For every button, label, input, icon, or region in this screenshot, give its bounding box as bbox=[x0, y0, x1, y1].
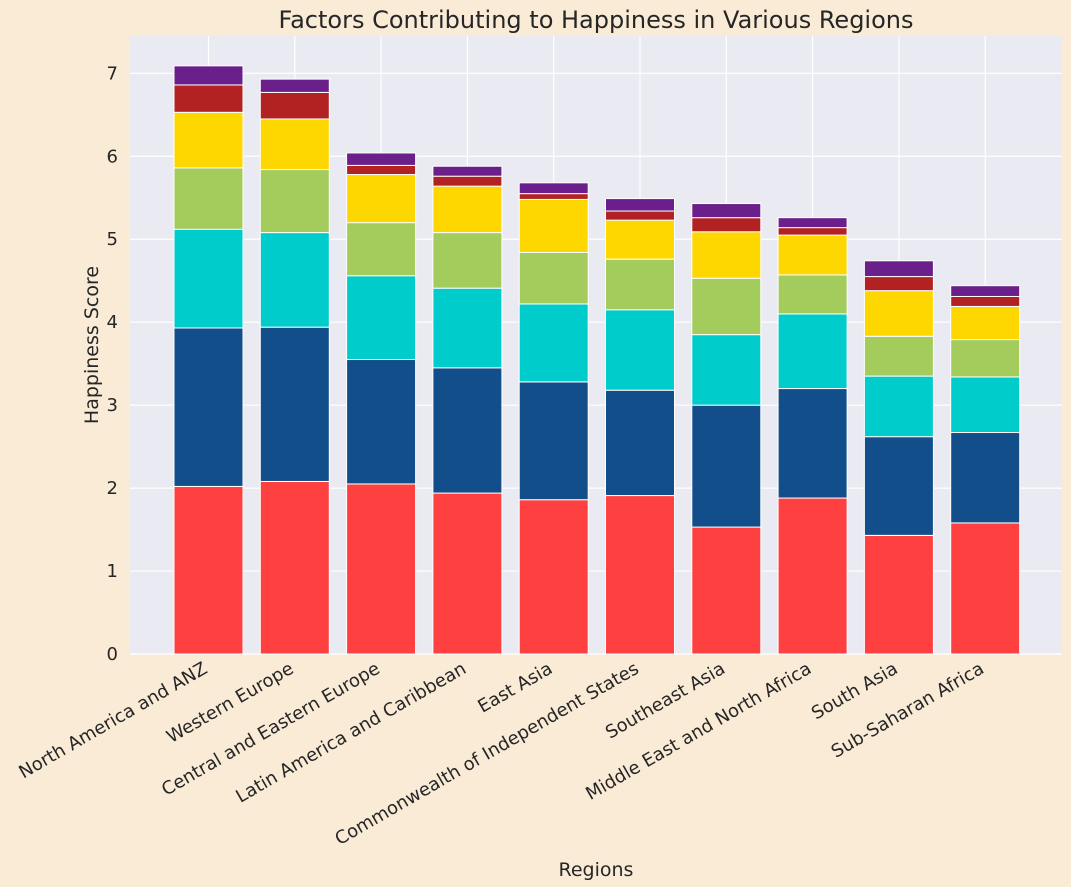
bar-segment-2 bbox=[518, 381, 589, 501]
bar-segment-2 bbox=[432, 367, 503, 494]
bar-segment-3 bbox=[950, 376, 1021, 434]
bar-segment-5 bbox=[518, 198, 589, 254]
bar-segment-4 bbox=[950, 339, 1021, 378]
x-axis-label: Regions bbox=[559, 859, 634, 881]
bar-segment-4 bbox=[259, 169, 330, 234]
bars bbox=[173, 65, 1021, 655]
bar-segment-3 bbox=[259, 232, 330, 328]
bar-segment-4 bbox=[605, 258, 675, 311]
bar-segment-4 bbox=[173, 167, 244, 230]
bar-segment-2 bbox=[605, 389, 675, 497]
bar-segment-4 bbox=[691, 277, 762, 336]
bar-segment-7 bbox=[777, 217, 848, 229]
y-tick-label: 5 bbox=[107, 229, 118, 250]
bar-segment-7 bbox=[863, 260, 934, 278]
bar-segment-1 bbox=[173, 485, 244, 655]
bar-segment-3 bbox=[605, 309, 675, 391]
bar-segment-5 bbox=[173, 111, 244, 169]
bar-segment-1 bbox=[605, 495, 675, 655]
bar-segment-5 bbox=[863, 290, 934, 337]
bar-segment-5 bbox=[432, 185, 503, 234]
bar-segment-6 bbox=[346, 164, 417, 176]
bar-segment-2 bbox=[950, 432, 1021, 524]
bar-segment-1 bbox=[518, 499, 589, 655]
bar-segment-1 bbox=[259, 480, 330, 655]
bar-segment-4 bbox=[346, 222, 417, 277]
bar-segment-5 bbox=[346, 174, 417, 224]
bar-segment-5 bbox=[950, 305, 1021, 341]
y-axis-ticks: 0 1 2 3 4 5 6 7 bbox=[107, 63, 118, 665]
bar-segment-2 bbox=[259, 326, 330, 482]
bar-segment-4 bbox=[863, 335, 934, 377]
bar-segment-1 bbox=[777, 497, 848, 655]
bar-segment-2 bbox=[173, 327, 244, 487]
bar-segment-3 bbox=[863, 375, 934, 438]
chart-title: Factors Contributing to Happiness in Var… bbox=[278, 6, 913, 34]
bar-segment-1 bbox=[691, 526, 762, 655]
bar-segment-6 bbox=[863, 276, 934, 292]
bar-segment-7 bbox=[691, 203, 762, 219]
bar-segment-6 bbox=[691, 217, 762, 233]
bar-segment-3 bbox=[691, 334, 762, 406]
bar-segment-2 bbox=[777, 388, 848, 499]
y-tick-label: 2 bbox=[107, 478, 118, 499]
bar-segment-3 bbox=[518, 303, 589, 383]
bar-segment-1 bbox=[346, 483, 417, 655]
y-axis-label: Happiness Score bbox=[81, 266, 103, 424]
bar-segment-7 bbox=[173, 65, 244, 86]
bar-segment-6 bbox=[777, 227, 848, 236]
y-tick-label: 1 bbox=[107, 561, 118, 582]
bar-segment-3 bbox=[346, 275, 417, 361]
bar-segment-1 bbox=[863, 534, 934, 655]
bar-segment-6 bbox=[259, 91, 330, 120]
bar-segment-2 bbox=[691, 404, 762, 528]
x-tick-label: Commonwealth of Independent States bbox=[331, 658, 642, 850]
bar-segment-6 bbox=[950, 295, 1021, 307]
bar-segment-4 bbox=[777, 274, 848, 315]
bar-segment-5 bbox=[691, 231, 762, 279]
y-tick-label: 7 bbox=[107, 63, 118, 84]
bar-segment-2 bbox=[346, 359, 417, 485]
bar-segment-6 bbox=[173, 84, 244, 113]
bar-segment-6 bbox=[518, 193, 589, 200]
bar-segment-7 bbox=[346, 152, 417, 166]
y-tick-label: 6 bbox=[107, 146, 118, 167]
bar-segment-1 bbox=[432, 492, 503, 655]
bar-segment-4 bbox=[518, 252, 589, 305]
bar-segment-2 bbox=[863, 436, 934, 536]
bar-segment-5 bbox=[605, 219, 675, 260]
y-tick-label: 0 bbox=[107, 644, 118, 665]
bar-segment-3 bbox=[432, 287, 503, 369]
bar-segment-7 bbox=[518, 182, 589, 195]
bar-segment-5 bbox=[259, 118, 330, 171]
bar-segment-1 bbox=[950, 522, 1021, 655]
bar-segment-3 bbox=[173, 228, 244, 329]
bar-segment-7 bbox=[259, 78, 330, 93]
bar-segment-6 bbox=[432, 175, 503, 187]
bar-segment-4 bbox=[432, 232, 503, 289]
bar-segment-3 bbox=[777, 313, 848, 390]
bar-segment-7 bbox=[605, 198, 675, 212]
x-tick-label: Sub-Saharan Africa bbox=[828, 658, 988, 762]
bar-segment-5 bbox=[777, 234, 848, 276]
y-tick-label: 3 bbox=[107, 395, 118, 416]
bar-segment-7 bbox=[432, 165, 503, 177]
bar-segment-7 bbox=[950, 285, 1021, 297]
bar-segment-6 bbox=[605, 210, 675, 221]
y-tick-label: 4 bbox=[107, 312, 118, 333]
